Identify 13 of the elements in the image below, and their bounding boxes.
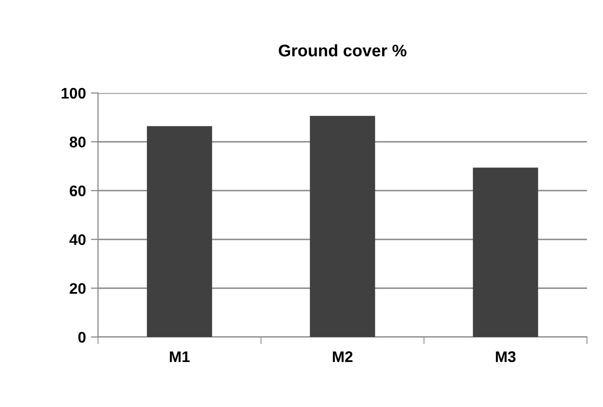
x-tick-label: M2 xyxy=(332,351,352,362)
chart-title: Ground cover % xyxy=(278,44,406,56)
bar xyxy=(310,116,376,337)
y-tick-label: 40 xyxy=(69,234,86,246)
bar xyxy=(146,126,212,337)
y-tick-label: 60 xyxy=(70,185,86,196)
y-tick-label: 80 xyxy=(70,136,86,148)
bar xyxy=(472,168,538,337)
y-tick-label: 20 xyxy=(70,283,86,294)
x-tick-label: M3 xyxy=(496,351,516,362)
y-tick-label: 100 xyxy=(62,88,86,99)
x-tick-label: M1 xyxy=(170,351,190,362)
y-tick-label: 0 xyxy=(78,332,86,343)
